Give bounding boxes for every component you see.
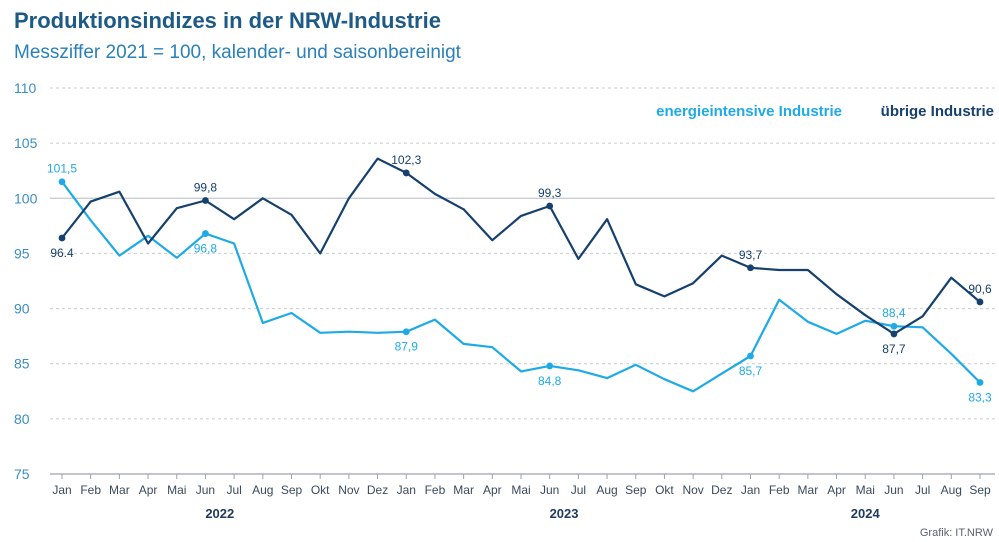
x-tick-label: Sep <box>969 483 991 497</box>
x-tick-label: Jun <box>196 483 215 497</box>
source-credit: Grafik: IT.NRW <box>920 527 994 539</box>
data-point <box>890 330 898 338</box>
x-tick-label: Mar <box>109 483 130 497</box>
data-point <box>976 298 984 306</box>
data-label: 87,7 <box>882 342 906 356</box>
gridlines <box>50 87 995 475</box>
y-axis: 75 80 85 90 95 100 105 110 <box>14 80 38 482</box>
x-tick-label: Jan <box>397 483 416 497</box>
data-point <box>546 362 554 370</box>
data-point <box>402 169 410 177</box>
x-tick-label: Aug <box>252 483 273 497</box>
x-tick-label: Aug <box>596 483 617 497</box>
y-tick-label: 75 <box>14 466 30 482</box>
data-label: 83,3 <box>968 390 992 404</box>
x-tick-label: Sep <box>625 483 647 497</box>
y-tick-label: 85 <box>14 356 30 372</box>
x-tick-label: Apr <box>139 483 158 497</box>
data-point <box>747 352 754 360</box>
y-tick-label: 80 <box>14 411 30 427</box>
x-tick-label: Mar <box>798 483 819 497</box>
data-label: 99,8 <box>194 180 218 194</box>
data-label: 93,7 <box>739 248 763 262</box>
series-line-1 <box>60 157 982 335</box>
x-tick-label: Jul <box>571 483 586 497</box>
x-tick-label: Mai <box>511 483 530 497</box>
data-label: 96.4 <box>50 246 74 260</box>
y-tick-label: 110 <box>14 80 37 96</box>
x-tick-label: Okt <box>655 483 674 497</box>
x-tick-label: Dez <box>711 483 732 497</box>
x-tick-label: Mai <box>856 483 875 497</box>
data-point <box>402 328 410 336</box>
data-label: 99,3 <box>538 186 562 200</box>
x-tick-label: Jun <box>540 483 559 497</box>
year-label: 2023 <box>550 506 579 521</box>
data-point <box>58 178 66 186</box>
x-tick-label: Apr <box>827 483 846 497</box>
data-point <box>58 234 66 242</box>
x-tick-label: Nov <box>682 483 703 497</box>
y-tick-label: 105 <box>14 135 38 151</box>
y-tick-label: 100 <box>14 190 38 206</box>
data-label: 101,5 <box>47 162 77 176</box>
x-tick-label: Aug <box>941 483 962 497</box>
legend-entry: übrige Industrie <box>881 103 994 120</box>
x-tick-label: Feb <box>425 483 446 497</box>
data-point <box>546 202 554 210</box>
data-point <box>202 230 209 237</box>
x-tick-label: Mar <box>453 483 474 497</box>
data-point <box>890 322 898 330</box>
data-label: 102,3 <box>391 153 421 167</box>
y-tick-label: 90 <box>14 301 30 317</box>
x-tick-label: Jun <box>884 483 903 497</box>
y-tick-label: 95 <box>14 245 30 261</box>
x-tick-label: Okt <box>311 483 330 497</box>
x-axis: Jan Feb Mar Apr Mai Jun Jul Aug Sep Okt Nov Dez Jan F… <box>52 474 991 521</box>
plot-area: 101,5 96,8 87,9 84,8 85,7 88,4 83,3 96.4 99,8 102… <box>47 153 992 405</box>
x-tick-label: Mai <box>167 483 186 497</box>
x-tick-label: Feb <box>769 483 790 497</box>
data-point <box>976 379 984 386</box>
data-label: 85,7 <box>739 364 763 378</box>
data-label: 84,8 <box>538 374 562 388</box>
x-tick-label: Jan <box>52 483 71 497</box>
series-line-0 <box>60 180 982 393</box>
data-label: 90,6 <box>968 282 992 296</box>
legend: energieintensive Industrie übrige Industr… <box>656 103 994 120</box>
x-tick-label: Jan <box>741 483 760 497</box>
chart-subtitle: Messziffer 2021 = 100, kalender- und sai… <box>14 42 462 63</box>
data-label: 88,4 <box>882 306 906 320</box>
year-label: 2024 <box>851 506 881 521</box>
data-label: 96,8 <box>194 242 218 256</box>
x-tick-label: Jul <box>915 483 930 497</box>
chart-title: Produktionsindizes in der NRW-Industrie <box>14 8 441 33</box>
x-tick-label: Apr <box>483 483 502 497</box>
year-label: 2022 <box>205 506 234 521</box>
x-tick-label: Sep <box>281 483 303 497</box>
x-tick-label: Jul <box>226 483 241 497</box>
x-tick-label: Dez <box>367 483 388 497</box>
data-point <box>202 197 209 204</box>
x-tick-label: Nov <box>338 483 359 497</box>
legend-entry: energieintensive Industrie <box>656 103 842 120</box>
data-point <box>747 264 754 272</box>
data-label: 87,9 <box>395 340 419 354</box>
x-tick-label: Feb <box>80 483 101 497</box>
